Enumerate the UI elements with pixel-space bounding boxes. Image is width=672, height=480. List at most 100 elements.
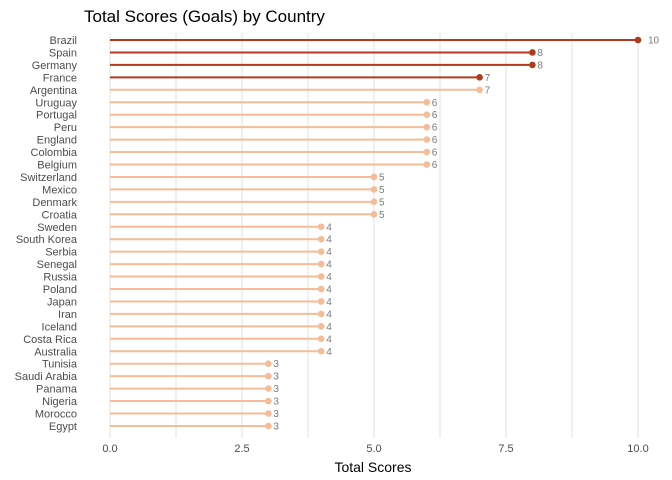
y-tick-label: Nigeria bbox=[42, 396, 78, 408]
point-brazil bbox=[634, 36, 642, 44]
value-label: 6 bbox=[432, 160, 438, 171]
x-tick-label: 0.0 bbox=[102, 443, 117, 455]
chart-title: Total Scores (Goals) by Country bbox=[84, 7, 325, 26]
point-belgium bbox=[423, 161, 431, 168]
value-label: 4 bbox=[326, 285, 332, 296]
y-tick-label: South Korea bbox=[16, 234, 78, 246]
value-label: 4 bbox=[326, 235, 332, 246]
value-label: 4 bbox=[326, 347, 332, 358]
y-tick-label: Poland bbox=[43, 284, 77, 296]
y-axis-labels: BrazilSpainGermanyFranceArgentinaUruguay… bbox=[15, 35, 78, 433]
y-tick-label: Serbia bbox=[45, 247, 78, 259]
y-tick-label: Mexico bbox=[42, 184, 77, 196]
point-serbia bbox=[317, 248, 325, 255]
value-label: 4 bbox=[326, 260, 332, 271]
point-iceland bbox=[317, 323, 325, 330]
value-label: 3 bbox=[273, 359, 279, 370]
value-label: 10 bbox=[648, 36, 660, 47]
y-tick-label: Switzerland bbox=[20, 172, 77, 184]
point-germany bbox=[529, 61, 536, 69]
y-tick-label: France bbox=[43, 72, 77, 84]
point-costa-rica bbox=[317, 335, 325, 343]
y-tick-label: England bbox=[37, 135, 77, 147]
point-argentina bbox=[476, 86, 483, 94]
x-tick-label: 10.0 bbox=[627, 443, 648, 455]
point-nigeria bbox=[265, 397, 272, 405]
value-label: 7 bbox=[485, 73, 491, 84]
point-egypt bbox=[265, 422, 272, 430]
y-tick-label: Peru bbox=[54, 122, 77, 134]
value-label: 6 bbox=[432, 148, 438, 159]
point-colombia bbox=[423, 148, 431, 156]
y-tick-label: Portugal bbox=[36, 110, 77, 122]
point-uruguay bbox=[423, 98, 431, 106]
x-axis-label: Total Scores bbox=[334, 459, 411, 475]
point-tunisia bbox=[265, 360, 272, 368]
lollipop-points bbox=[265, 36, 642, 430]
value-label: 5 bbox=[379, 210, 385, 221]
value-label: 4 bbox=[326, 334, 332, 345]
point-morocco bbox=[265, 410, 272, 417]
point-denmark bbox=[370, 198, 378, 206]
y-tick-label: Denmark bbox=[32, 197, 77, 209]
point-japan bbox=[317, 298, 325, 305]
value-label: 8 bbox=[537, 60, 543, 71]
point-senegal bbox=[317, 260, 325, 268]
value-label: 3 bbox=[273, 384, 279, 395]
y-tick-label: Uruguay bbox=[35, 97, 77, 109]
point-iran bbox=[317, 310, 325, 318]
y-tick-label: Colombia bbox=[31, 147, 78, 159]
point-poland bbox=[317, 285, 325, 293]
point-france bbox=[476, 74, 483, 81]
y-tick-label: Panama bbox=[36, 384, 78, 396]
y-tick-label: Spain bbox=[49, 47, 77, 59]
value-label: 5 bbox=[379, 172, 385, 183]
y-tick-label: Saudi Arabia bbox=[15, 371, 78, 383]
y-tick-label: Tunisia bbox=[42, 359, 78, 371]
value-label: 8 bbox=[537, 48, 543, 59]
value-label: 7 bbox=[485, 85, 491, 96]
grid-lines bbox=[109, 33, 639, 438]
point-russia bbox=[317, 273, 325, 280]
lollipop-stems bbox=[110, 39, 638, 427]
value-label: 6 bbox=[432, 123, 438, 134]
point-saudi-arabia bbox=[265, 372, 272, 380]
x-axis-ticks: 0.0 2.5 5.0 7.5 10.0 bbox=[102, 443, 648, 455]
point-sweden bbox=[317, 223, 325, 231]
value-label: 6 bbox=[432, 135, 438, 146]
value-label: 4 bbox=[326, 309, 332, 320]
point-portugal bbox=[423, 111, 431, 118]
y-tick-label: Belgium bbox=[37, 160, 77, 172]
value-label: 4 bbox=[326, 272, 332, 283]
y-tick-label: Australia bbox=[34, 346, 78, 358]
y-tick-label: Iran bbox=[58, 309, 77, 321]
x-tick-label: 7.5 bbox=[498, 443, 513, 455]
value-label: 6 bbox=[432, 110, 438, 121]
point-australia bbox=[317, 347, 325, 355]
y-tick-label: Sweden bbox=[37, 222, 77, 234]
y-tick-label: Senegal bbox=[37, 259, 77, 271]
value-label: 4 bbox=[326, 222, 332, 233]
value-label: 3 bbox=[273, 397, 279, 408]
y-tick-label: Germany bbox=[32, 60, 78, 72]
y-tick-label: Japan bbox=[47, 296, 77, 308]
y-tick-label: Croatia bbox=[42, 209, 78, 221]
value-label: 3 bbox=[273, 421, 279, 432]
value-label: 4 bbox=[326, 247, 332, 258]
value-label: 5 bbox=[379, 185, 385, 196]
y-tick-label: Egypt bbox=[49, 421, 77, 433]
y-tick-label: Brazil bbox=[49, 35, 77, 47]
point-england bbox=[423, 136, 431, 143]
value-label: 4 bbox=[326, 322, 332, 333]
value-label: 3 bbox=[273, 409, 279, 420]
point-switzerland bbox=[370, 173, 378, 181]
value-label: 6 bbox=[432, 98, 438, 109]
point-croatia bbox=[370, 211, 378, 218]
y-tick-label: Morocco bbox=[35, 409, 77, 421]
y-tick-label: Iceland bbox=[42, 321, 77, 333]
point-peru bbox=[423, 123, 431, 131]
x-tick-label: 2.5 bbox=[234, 443, 249, 455]
point-panama bbox=[265, 385, 272, 392]
